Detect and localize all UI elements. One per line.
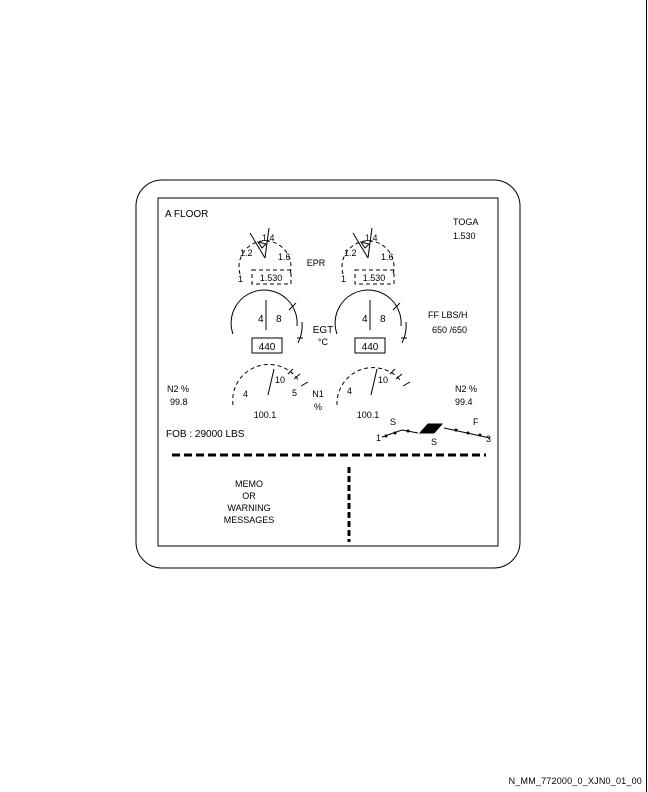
egt-right-tick-8: 8 — [380, 314, 386, 325]
fuel-flow-label: FF LBS/H — [428, 310, 468, 320]
thrust-limit-value: 1.530 — [453, 231, 476, 241]
n1-gauge-left: 4 10 5 100.1 — [232, 364, 309, 420]
epr-right-tick-1: 1 — [341, 274, 346, 284]
n2-right-label: N2 % — [455, 384, 477, 394]
egt-gauge-left: 4 8 440 — [230, 289, 303, 354]
epr-gauge-right: 1 1.2 1.4 1.6 1.530 — [341, 227, 395, 285]
n2-right-value: 99.4 — [455, 397, 473, 407]
egt-unit: °C — [318, 337, 329, 347]
epr-left-readout: 1.530 — [260, 273, 283, 283]
n1-left-tick-4: 4 — [243, 389, 248, 399]
flap-label: F — [473, 417, 479, 427]
egt-left-tick-4: 4 — [258, 314, 264, 325]
n1-right-readout: 100.1 — [357, 410, 380, 420]
egt-label: EGT — [313, 325, 334, 336]
epr-left-tick-1: 1 — [238, 274, 243, 284]
slat-label: S — [390, 417, 396, 427]
egt-left-tick-8: 8 — [276, 314, 282, 325]
slat-flap-left-number: 1 — [376, 433, 381, 443]
epr-right-tick-2: 1.2 — [344, 248, 357, 258]
n1-left-tick-10: 10 — [275, 375, 285, 385]
slat-flap-position: S — [431, 437, 437, 447]
fuel-flow-values: 650 /650 — [432, 325, 467, 335]
egt-right-readout: 440 — [362, 342, 379, 353]
n1-right-tick-4: 4 — [347, 386, 352, 396]
epr-right-readout: 1.530 — [363, 273, 386, 283]
epr-left-tick-3: 1.4 — [262, 233, 275, 243]
epr-right-readout-box — [354, 269, 395, 285]
egt-left-readout: 440 — [259, 342, 276, 353]
egt-gauge-right: 4 8 440 — [334, 289, 407, 354]
n2-left-label: N2 % — [167, 384, 189, 394]
outer-frame — [135, 179, 521, 569]
page-right-border — [646, 0, 647, 792]
document-reference: N_MM_772000_0_XJN0_01_00 — [508, 776, 642, 786]
thrust-limit-mode: TOGA — [453, 217, 478, 227]
memo-line-3: WARNING — [227, 503, 270, 513]
epr-gauge-left: 1 1.2 1.4 1.6 1.530 — [238, 227, 292, 285]
n1-left-readout: 100.1 — [254, 410, 277, 420]
memo-line-4: MESSAGES — [224, 515, 275, 525]
epr-left-readout-box — [251, 269, 292, 285]
epr-right-tick-3: 1.4 — [365, 233, 378, 243]
egt-left-readout-box — [251, 337, 283, 354]
egt-right-readout-box — [354, 337, 386, 354]
epr-label: EPR — [307, 258, 326, 268]
epr-right-tick-4: 1.6 — [381, 252, 394, 262]
epr-left-tick-4: 1.6 — [278, 252, 291, 262]
epr-left-tick-2: 1.2 — [240, 248, 253, 258]
fob-text: FOB : 29000 LBS — [166, 429, 245, 440]
mode-label: A FLOOR — [165, 209, 208, 220]
n1-unit: % — [314, 402, 322, 412]
n2-left-value: 99.8 — [170, 397, 188, 407]
slats-flaps-indicator: S F S 1 3 — [376, 417, 491, 447]
n1-left-tick-5: 5 — [292, 388, 297, 398]
n1-right-tick-10: 10 — [378, 375, 388, 385]
egt-right-tick-4: 4 — [362, 314, 368, 325]
n1-label: N1 — [312, 389, 324, 399]
memo-line-2: OR — [242, 491, 256, 501]
slat-flap-right-number: 3 — [486, 434, 491, 444]
memo-line-1: MEMO — [235, 479, 263, 489]
screen-frame — [157, 197, 499, 547]
n1-gauge-right: 4 10 100.1 — [336, 367, 411, 420]
